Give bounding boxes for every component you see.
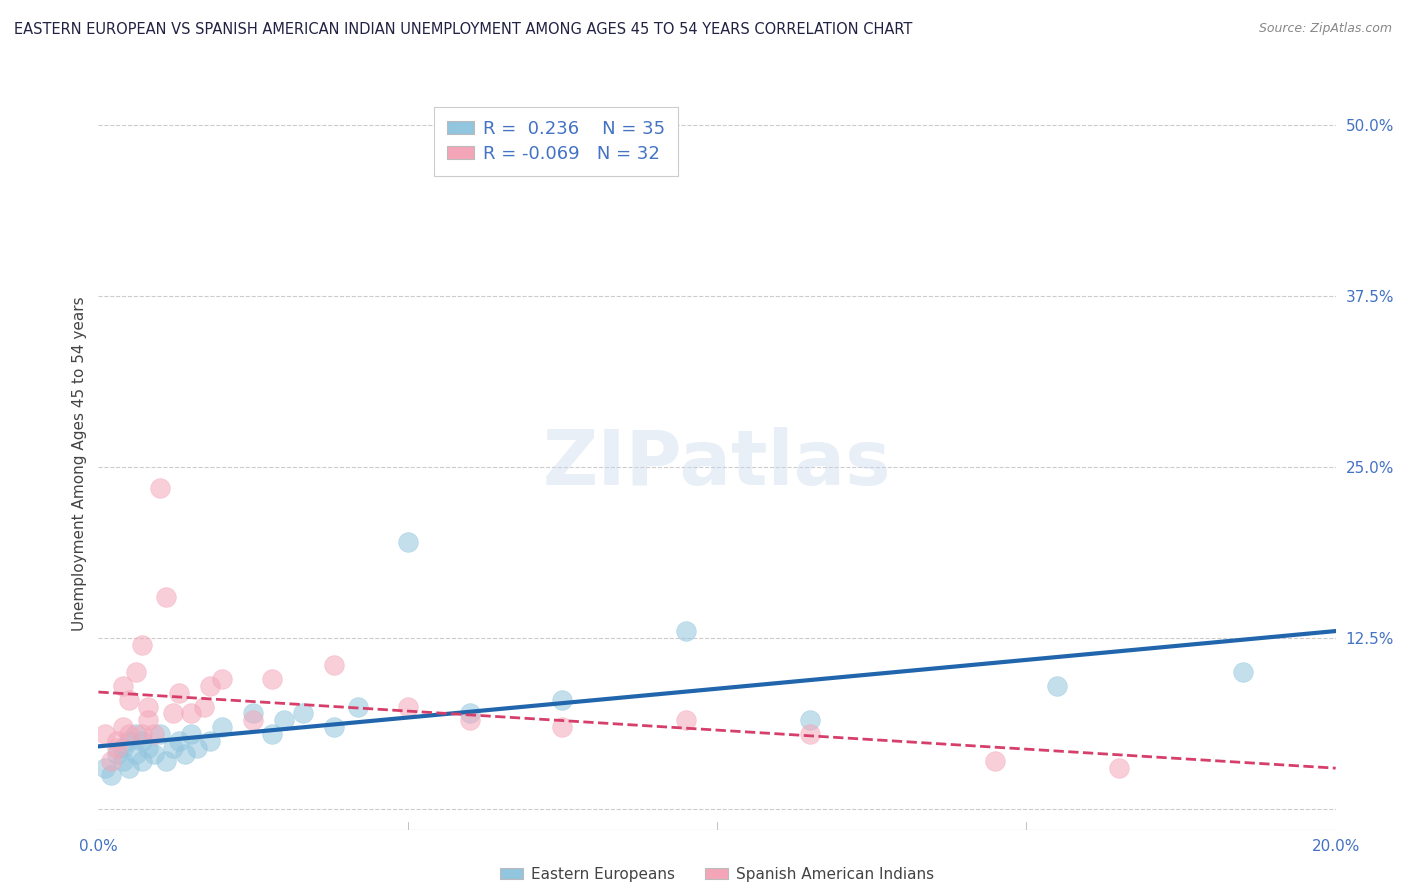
Point xyxy=(167,686,190,700)
Point xyxy=(551,692,574,706)
Point xyxy=(118,761,141,775)
Point xyxy=(273,713,295,727)
Point xyxy=(167,733,190,747)
Point xyxy=(136,740,159,755)
Text: Source: ZipAtlas.com: Source: ZipAtlas.com xyxy=(1258,22,1392,36)
Point xyxy=(100,768,122,782)
Point xyxy=(551,720,574,734)
Point xyxy=(105,733,128,747)
Point xyxy=(155,590,177,604)
Point xyxy=(198,733,221,747)
Point xyxy=(193,699,215,714)
Point xyxy=(799,727,821,741)
Point xyxy=(112,754,135,768)
Point xyxy=(1108,761,1130,775)
Point xyxy=(136,699,159,714)
Point xyxy=(93,761,115,775)
Point xyxy=(458,713,481,727)
Point xyxy=(118,733,141,747)
Point xyxy=(198,679,221,693)
Point xyxy=(124,727,146,741)
Point xyxy=(180,727,202,741)
Point xyxy=(149,481,172,495)
Point xyxy=(136,713,159,727)
Text: ZIPatlas: ZIPatlas xyxy=(543,427,891,500)
Point xyxy=(100,754,122,768)
Point xyxy=(124,665,146,680)
Point xyxy=(180,706,202,721)
Legend: Eastern Europeans, Spanish American Indians: Eastern Europeans, Spanish American Indi… xyxy=(494,861,941,888)
Point xyxy=(322,720,344,734)
Y-axis label: Unemployment Among Ages 45 to 54 years: Unemployment Among Ages 45 to 54 years xyxy=(72,296,87,632)
Point xyxy=(112,720,135,734)
Point xyxy=(984,754,1007,768)
Point xyxy=(174,747,197,762)
Point xyxy=(1232,665,1254,680)
Point xyxy=(118,727,141,741)
Point xyxy=(260,672,283,686)
Point xyxy=(124,747,146,762)
Point xyxy=(347,699,370,714)
Point xyxy=(93,727,115,741)
Point xyxy=(211,672,233,686)
Point xyxy=(211,720,233,734)
Point xyxy=(118,692,141,706)
Point xyxy=(1046,679,1069,693)
Point xyxy=(162,740,184,755)
Point xyxy=(291,706,314,721)
Point xyxy=(112,679,135,693)
Point xyxy=(242,713,264,727)
Point xyxy=(131,733,153,747)
Point xyxy=(396,535,419,549)
Point xyxy=(260,727,283,741)
Point xyxy=(675,713,697,727)
Point xyxy=(143,747,166,762)
Point xyxy=(143,727,166,741)
Text: EASTERN EUROPEAN VS SPANISH AMERICAN INDIAN UNEMPLOYMENT AMONG AGES 45 TO 54 YEA: EASTERN EUROPEAN VS SPANISH AMERICAN IND… xyxy=(14,22,912,37)
Point xyxy=(396,699,419,714)
Point xyxy=(186,740,208,755)
Point xyxy=(799,713,821,727)
Point xyxy=(322,658,344,673)
Point xyxy=(155,754,177,768)
Point xyxy=(131,638,153,652)
Point xyxy=(112,740,135,755)
Point xyxy=(105,747,128,762)
Point xyxy=(458,706,481,721)
Point xyxy=(105,740,128,755)
Point xyxy=(242,706,264,721)
Point xyxy=(149,727,172,741)
Point xyxy=(131,727,153,741)
Point xyxy=(675,624,697,639)
Point xyxy=(162,706,184,721)
Point xyxy=(131,754,153,768)
